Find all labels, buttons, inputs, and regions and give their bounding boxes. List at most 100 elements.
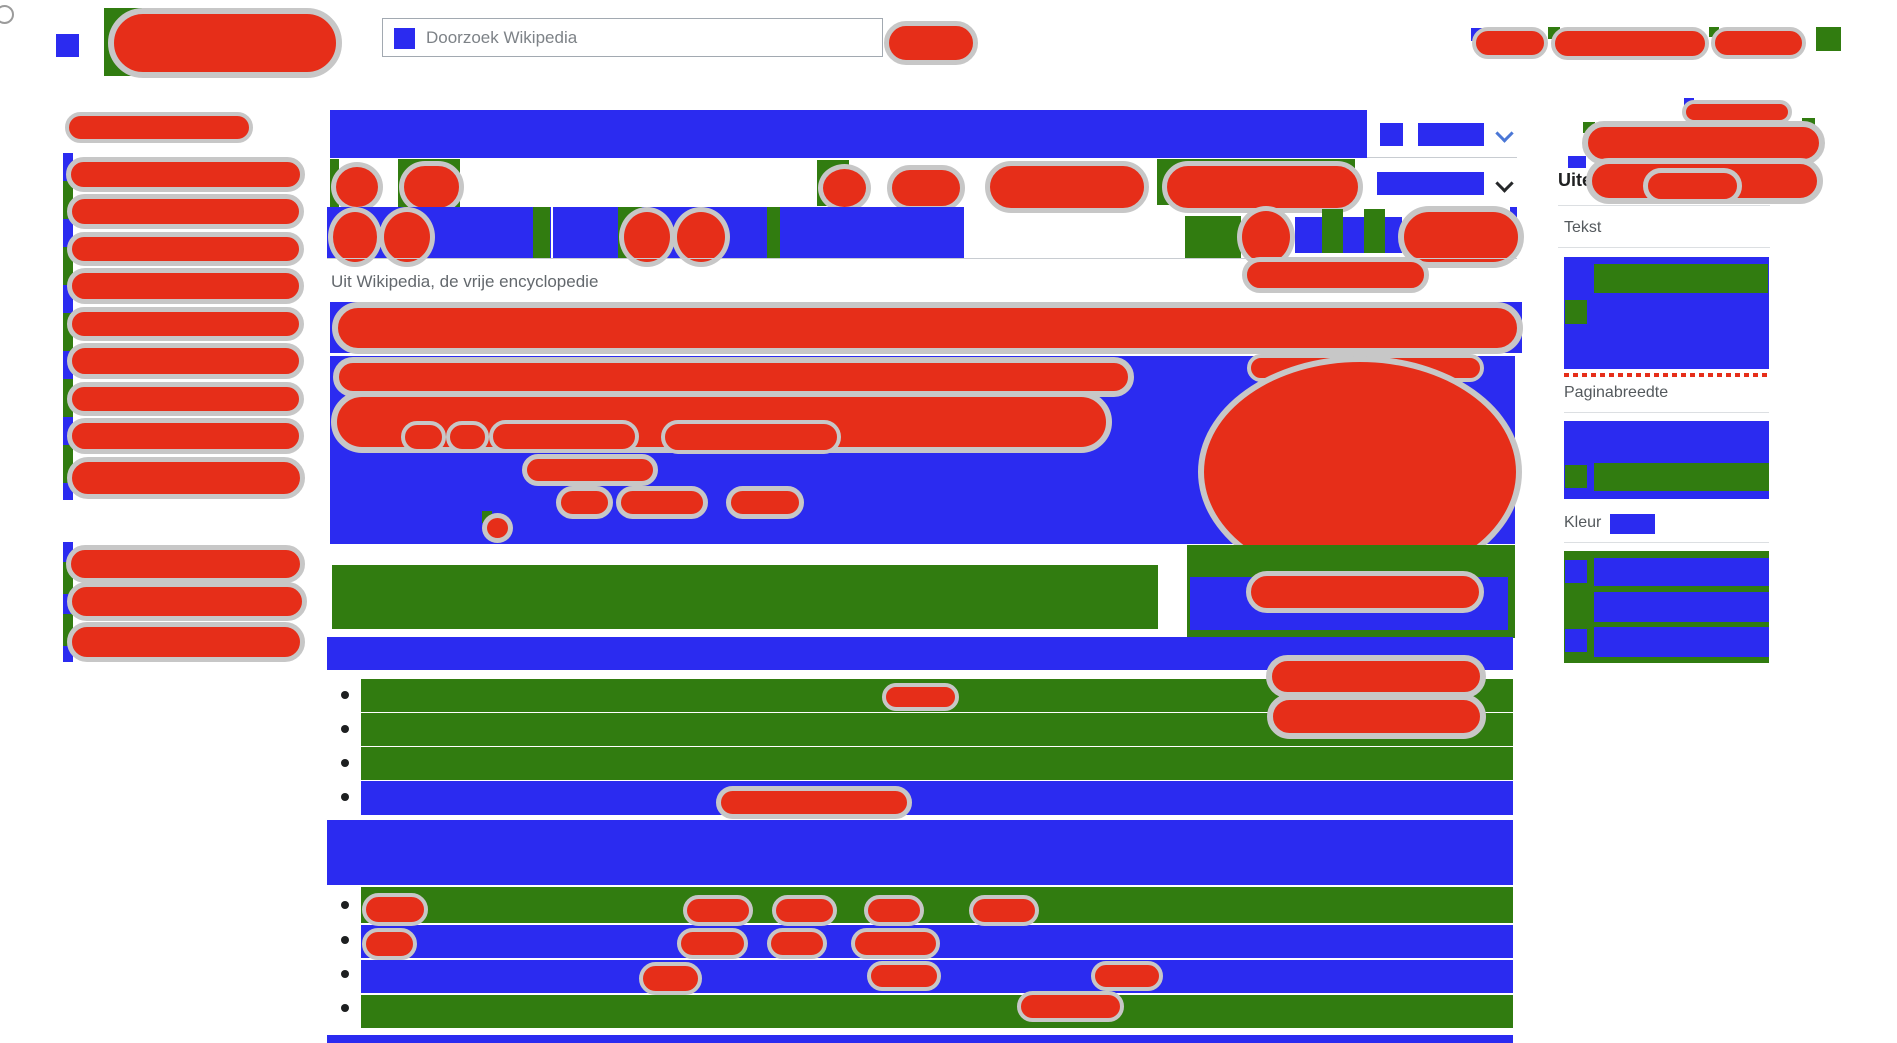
sidebar-nav-item-mask[interactable] [67, 194, 304, 229]
sidebar-nav-item-mask[interactable] [67, 268, 304, 304]
chevron-down-icon[interactable] [1495, 124, 1514, 143]
tab-3-mask[interactable] [818, 164, 871, 212]
user-link-1-mask[interactable] [1472, 27, 1548, 59]
search-button-mask[interactable] [884, 21, 978, 65]
appearance-section-label-kleur: Kleur [1564, 514, 1602, 531]
wikipedia-logo-mask[interactable] [108, 8, 342, 78]
intro-link-8-mask[interactable] [556, 486, 613, 519]
panel-sliver-blue-2 [1568, 156, 1586, 168]
tools-stripe-2 [1322, 209, 1343, 253]
list-link-mask[interactable] [639, 962, 702, 995]
tekst-option-label-mask[interactable] [1594, 264, 1768, 293]
search-icon [394, 28, 415, 49]
kleur-radio-mask-3[interactable] [1565, 629, 1587, 652]
panel-header-inner-mask[interactable] [1643, 168, 1742, 204]
infobox-caption-link-mask[interactable] [1246, 571, 1484, 613]
user-link-3-mask[interactable] [1711, 27, 1806, 59]
language-count-mask[interactable] [1418, 123, 1484, 146]
intro-link-10-mask[interactable] [726, 486, 804, 519]
divider [1558, 205, 1770, 206]
chevron-down-icon[interactable] [1495, 174, 1514, 193]
sidebar-nav-item-mask[interactable] [67, 343, 304, 379]
tools-dropdown-mask[interactable] [1242, 257, 1429, 293]
sidebar-link-mask-1[interactable] [1266, 655, 1486, 698]
divider [327, 258, 1517, 259]
sidebar-link-mask-2[interactable] [1267, 694, 1486, 739]
intro-link-6-mask[interactable] [661, 420, 841, 454]
divider [1558, 247, 1770, 248]
intro-link-4-mask[interactable] [446, 421, 489, 453]
tab-1-mask[interactable] [331, 162, 383, 212]
sidebar-nav-item-mask[interactable] [67, 418, 304, 454]
appearance-section-label-paginabreedte: Paginabreedte [1564, 384, 1669, 401]
search-input[interactable]: Doorzoek Wikipedia [382, 18, 883, 57]
ellipsis-menu-icon[interactable] [1816, 27, 1841, 51]
tab-2-mask[interactable] [399, 161, 464, 213]
bullet [341, 725, 349, 733]
divider [1367, 157, 1517, 158]
user-link-2-mask[interactable] [1551, 27, 1709, 60]
view-button-1-mask[interactable] [328, 207, 382, 267]
view-button-2-mask[interactable] [379, 207, 435, 267]
divider [1564, 412, 1769, 413]
tekst-radio-mask[interactable] [1565, 300, 1587, 324]
paragraph-block-mask [327, 820, 1513, 885]
kleur-option-label-mask-1[interactable] [1594, 558, 1769, 586]
bullet [341, 970, 349, 978]
sidebar-nav-item-mask[interactable] [66, 157, 305, 192]
tools-stripe-5 [1385, 217, 1402, 253]
sidebar-nav-item-mask[interactable] [67, 457, 305, 499]
list-link-mask[interactable] [362, 928, 417, 960]
list-link-mask[interactable] [1017, 991, 1124, 1022]
view-button-4-mask[interactable] [672, 207, 730, 267]
list-link-mask[interactable] [677, 928, 748, 959]
page-title-mask [330, 110, 1367, 158]
views-bar-stripe-3 [767, 207, 780, 258]
view-button-3-mask[interactable] [619, 207, 675, 267]
list-link-mask[interactable] [864, 895, 924, 926]
window-dot [0, 5, 14, 24]
kleur-radio-mask-1[interactable] [1565, 560, 1587, 583]
hamburger-menu-icon[interactable] [56, 34, 79, 57]
list-link-mask[interactable] [851, 928, 940, 959]
paginabreedte-option-label-mask[interactable] [1594, 463, 1769, 491]
views-bar-divider [551, 207, 553, 258]
sidebar-nav-item-mask[interactable] [67, 307, 304, 341]
bullet [341, 936, 349, 944]
sidebar-nav-item-mask[interactable] [67, 382, 304, 416]
kleur-option-label-mask-3[interactable] [1594, 627, 1769, 657]
list-link-mask[interactable] [683, 895, 753, 926]
heading-link-mask[interactable] [332, 302, 1523, 354]
footnote-link-mask[interactable] [482, 513, 513, 543]
sidebar-nav-item-mask[interactable] [66, 545, 305, 583]
list-link-mask[interactable] [969, 895, 1039, 926]
list-link-mask[interactable] [882, 683, 959, 711]
sidebar-nav-item-mask[interactable] [67, 582, 307, 621]
tab-5-mask[interactable] [985, 161, 1149, 213]
bullet [341, 901, 349, 909]
list-link-mask[interactable] [362, 893, 428, 926]
list-link-mask[interactable] [772, 895, 837, 926]
intro-link-7-mask[interactable] [522, 454, 658, 486]
intro-link-5-mask[interactable] [489, 420, 639, 453]
list-link-mask[interactable] [867, 961, 941, 991]
kleur-option-label-mask-2[interactable] [1594, 592, 1769, 622]
tools-stripe-4 [1364, 209, 1385, 253]
list-link-mask[interactable] [767, 928, 827, 959]
list-item [361, 887, 1513, 923]
list-link-mask[interactable] [1091, 961, 1163, 991]
intro-link-9-mask[interactable] [616, 486, 708, 519]
sidebar-nav-item-mask[interactable] [67, 622, 305, 662]
sidebar-nav-item-mask[interactable] [67, 232, 304, 266]
search-placeholder: Doorzoek Wikipedia [426, 28, 578, 47]
tools-stripe-1 [1295, 217, 1322, 253]
tools-button-2-mask[interactable] [1398, 206, 1524, 268]
paginabreedte-radio-mask[interactable] [1565, 465, 1587, 488]
sidebar-nav-heading-mask[interactable] [65, 112, 253, 143]
language-icon[interactable] [1380, 123, 1403, 146]
list-item [361, 747, 1513, 780]
tab-4-mask[interactable] [887, 165, 965, 211]
intro-link-3-mask[interactable] [401, 421, 446, 453]
list-link-mask[interactable] [716, 786, 912, 819]
